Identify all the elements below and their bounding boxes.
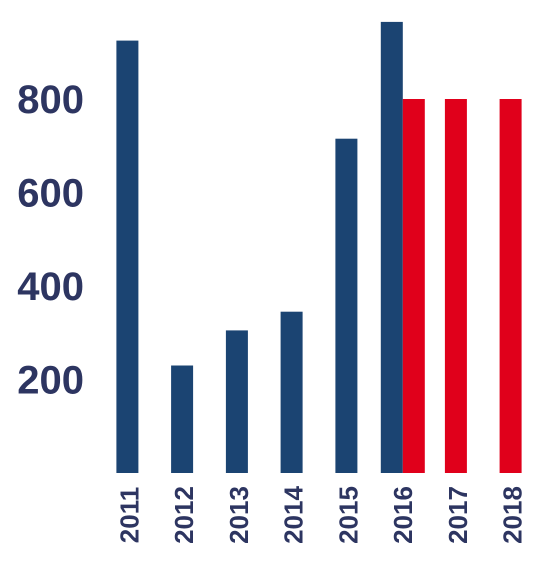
bars	[116, 21, 522, 474]
bar-2016-series-1	[380, 21, 403, 474]
x-tick-label-2012: 2012	[169, 486, 199, 544]
bar-2014-series-1	[280, 311, 303, 473]
bar-2018-series-2	[499, 99, 522, 473]
bar-2012-series-1	[171, 365, 194, 473]
x-tick-label-2014: 2014	[279, 486, 309, 544]
x-tick-label-2013: 2013	[224, 486, 254, 544]
x-tick-label-2018: 2018	[498, 486, 528, 544]
bar-2015-series-1	[335, 138, 358, 473]
bar-2013-series-1	[225, 330, 248, 473]
x-tick-label-2016: 2016	[388, 486, 418, 544]
x-tick-label-2015: 2015	[333, 486, 363, 544]
x-tick-label-2017: 2017	[443, 486, 473, 544]
bar-2017-series-2	[444, 99, 467, 473]
x-axis: 2011 2012 2013 2014 2015 2016 2017 2018	[114, 486, 527, 544]
y-tick-label-200: 200	[17, 359, 84, 403]
y-tick-label-400: 400	[17, 265, 84, 309]
bar-2011-series-1	[116, 40, 139, 473]
y-tick-label-800: 800	[17, 78, 84, 122]
bar-2016-series-2	[402, 99, 425, 473]
y-tick-label-600: 600	[17, 172, 84, 216]
y-axis: 200 400 600 800	[17, 78, 84, 403]
x-tick-label-2011: 2011	[114, 487, 144, 543]
